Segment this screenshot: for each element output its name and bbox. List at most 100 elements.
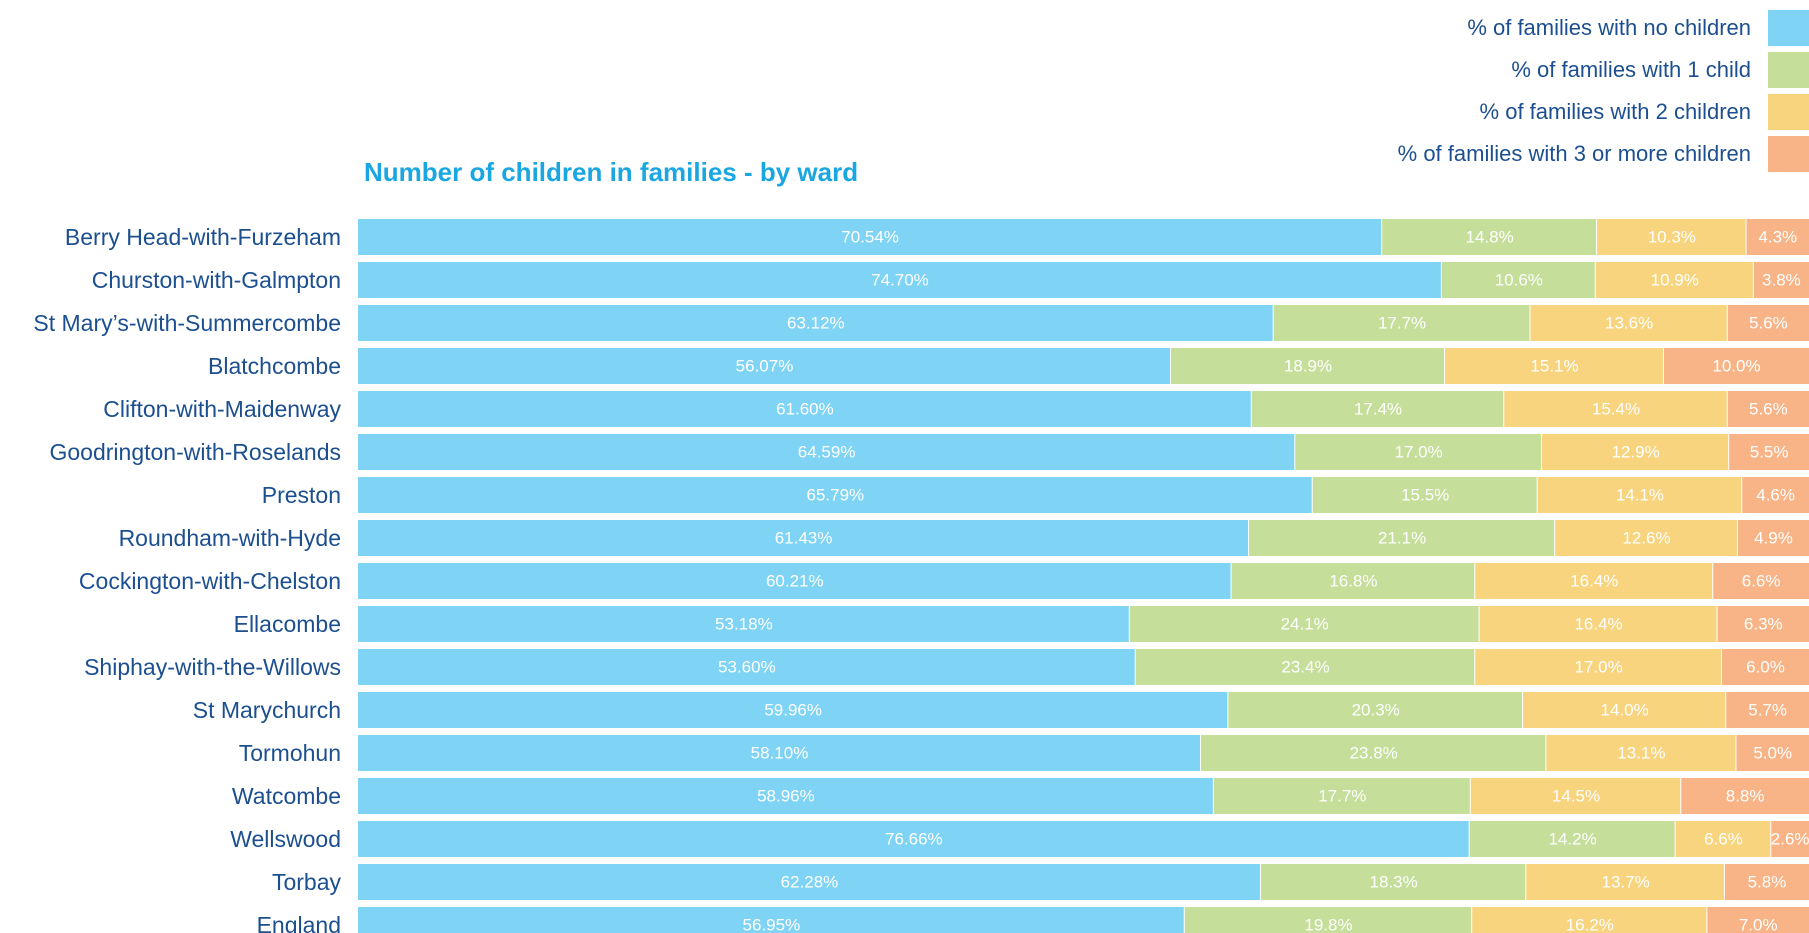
data-label: 15.1% — [1530, 357, 1578, 376]
bar-row: Tormohun 58.10% 23.8% 13.1% 5.0% — [239, 735, 1809, 771]
bar-segment-one-child — [1260, 864, 1526, 900]
bar-segment-three-plus-children — [1707, 907, 1809, 933]
bar-segment-two-children — [1526, 864, 1724, 900]
data-label: 56.07% — [736, 357, 794, 376]
data-label: 59.96% — [764, 701, 822, 720]
bar-row: Blatchcombe 56.07% 18.9% 15.1% 10.0% — [208, 348, 1809, 384]
data-label: 16.2% — [1566, 916, 1614, 933]
data-label: 62.28% — [781, 873, 839, 892]
bar-segment-no-children — [358, 520, 1249, 556]
legend-swatch — [1768, 10, 1809, 46]
bar-segment-two-children — [1537, 477, 1742, 513]
legend-swatch — [1768, 136, 1809, 172]
bar-segment-one-child — [1184, 907, 1472, 933]
category-label: Torbay — [272, 869, 342, 895]
data-label: 24.1% — [1281, 615, 1329, 634]
bar-segment-no-children — [358, 606, 1129, 642]
category-label: Wellswood — [230, 826, 341, 852]
data-label: 17.7% — [1378, 314, 1426, 333]
bar-segment-two-children — [1475, 563, 1713, 599]
bar-segment-no-children — [358, 219, 1382, 255]
data-label: 5.6% — [1749, 314, 1788, 333]
bar-segment-three-plus-children — [1729, 434, 1809, 470]
data-label: 12.6% — [1622, 529, 1670, 548]
legend-label: % of families with 1 child — [1511, 57, 1751, 82]
bar-row: Clifton-with-Maidenway 61.60% 17.4% 15.4% 5.… — [103, 391, 1809, 427]
bar-segment-no-children — [358, 907, 1184, 933]
bar-row: Watcombe 58.96% 17.7% 14.5% 8.8% — [232, 778, 1809, 814]
category-label: St Marychurch — [193, 697, 341, 723]
data-label: 5.6% — [1749, 400, 1788, 419]
data-label: 15.4% — [1592, 400, 1640, 419]
data-label: 19.8% — [1304, 916, 1352, 933]
data-label: 6.6% — [1742, 572, 1781, 591]
bar-segment-three-plus-children — [1746, 219, 1809, 255]
data-label: 58.10% — [751, 744, 809, 763]
data-label: 56.95% — [743, 916, 801, 933]
bar-row: Preston 65.79% 15.5% 14.1% 4.6% — [262, 477, 1809, 513]
bar-segment-two-children — [1445, 348, 1664, 384]
data-label: 13.1% — [1617, 744, 1665, 763]
data-label: 16.4% — [1574, 615, 1622, 634]
category-label: Cockington-with-Chelston — [79, 568, 341, 594]
bar-row: Shiphay-with-the-Willows 53.60% 23.4% 17.0%… — [84, 649, 1809, 685]
bar-segment-two-children — [1472, 907, 1707, 933]
bar-segment-no-children — [358, 692, 1228, 728]
bar-segment-two-children — [1475, 649, 1721, 685]
bar-row: Churston-with-Galmpton 74.70% 10.6% 10.9% 3.… — [92, 262, 1809, 298]
bar-row: Goodrington-with-Roselands 64.59% 17.0% 12.… — [50, 434, 1809, 470]
category-label: Watcombe — [232, 783, 341, 809]
legend-swatch — [1768, 94, 1809, 130]
data-label: 61.60% — [776, 400, 834, 419]
category-label: Clifton-with-Maidenway — [103, 396, 341, 422]
bar-segment-three-plus-children — [1664, 348, 1809, 384]
data-label: 14.0% — [1601, 701, 1649, 720]
data-label: 13.6% — [1605, 314, 1653, 333]
legend-label: % of families with 3 or more children — [1397, 141, 1751, 166]
category-label: Roundham-with-Hyde — [119, 525, 341, 551]
data-label: 6.0% — [1746, 658, 1785, 677]
data-label: 14.2% — [1549, 830, 1597, 849]
data-label: 21.1% — [1378, 529, 1426, 548]
data-label: 17.0% — [1575, 658, 1623, 677]
bar-segment-one-child — [1441, 262, 1595, 298]
bar-segment-two-children — [1523, 692, 1726, 728]
legend-label: % of families with 2 children — [1479, 99, 1751, 124]
data-label: 6.3% — [1744, 615, 1783, 634]
bar-segment-two-children — [1541, 434, 1729, 470]
category-label: Shiphay-with-the-Willows — [84, 654, 341, 680]
data-label: 4.3% — [1758, 228, 1797, 247]
bar-segment-one-child — [1231, 563, 1475, 599]
bar-segment-one-child — [1312, 477, 1537, 513]
data-label: 14.5% — [1552, 787, 1600, 806]
bar-segment-one-child — [1129, 606, 1479, 642]
legend-item-two-children: % of families with 2 children — [1480, 94, 1809, 130]
legend-item-one-child: % of families with 1 child — [1511, 52, 1809, 88]
bar-segment-three-plus-children — [1736, 735, 1809, 771]
bar-segment-one-child — [1135, 649, 1475, 685]
data-label: 8.8% — [1726, 787, 1765, 806]
data-label: 23.8% — [1350, 744, 1398, 763]
bar-row: Wellswood 76.66% 14.2% 6.6% 2.6% — [230, 821, 1809, 857]
bar-segment-three-plus-children — [1727, 391, 1809, 427]
data-label: 18.3% — [1370, 873, 1418, 892]
bar-segment-three-plus-children — [1727, 305, 1809, 341]
chart-title: Number of children in families - by ward — [364, 157, 859, 187]
data-label: 60.21% — [766, 572, 824, 591]
data-label: 10.3% — [1648, 228, 1696, 247]
bar-segment-no-children — [358, 735, 1201, 771]
legend-label: % of families with no children — [1467, 15, 1751, 40]
bar-segment-two-children — [1546, 735, 1736, 771]
category-label: Goodrington-with-Roselands — [50, 439, 342, 465]
bar-segment-one-child — [1249, 520, 1555, 556]
data-label: 20.3% — [1352, 701, 1400, 720]
bar-segment-three-plus-children — [1713, 563, 1809, 599]
bar-segment-three-plus-children — [1717, 606, 1809, 642]
data-label: 10.9% — [1651, 271, 1699, 290]
bar-segment-one-child — [1201, 735, 1546, 771]
bar-segment-two-children — [1597, 219, 1746, 255]
bar-row: England 56.95% 19.8% 16.2% 7.0% — [257, 907, 1809, 933]
data-label: 7.0% — [1739, 916, 1778, 933]
category-label: Tormohun — [239, 740, 341, 766]
